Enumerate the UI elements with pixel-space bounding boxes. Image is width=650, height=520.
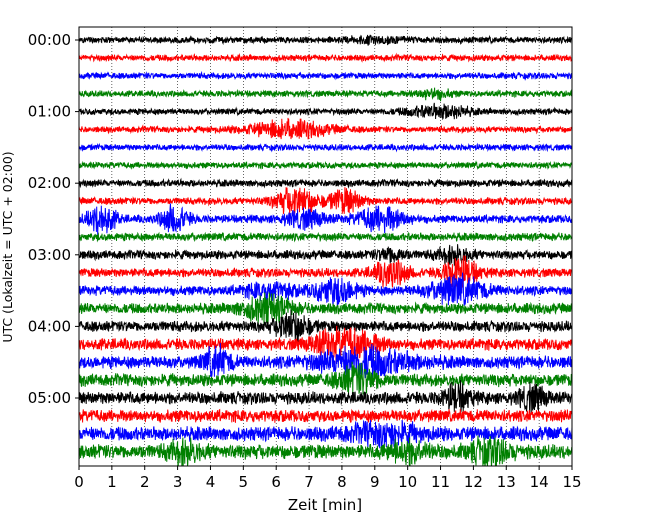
x-tick-label: 1 xyxy=(107,473,117,491)
x-tick-label: 15 xyxy=(562,473,581,491)
seismic-trace xyxy=(79,380,572,415)
seismic-trace xyxy=(79,244,572,267)
seismic-trace xyxy=(79,87,572,102)
x-axis-ticks: 0 1 2 3 4 5 6 7 8 9 10 11 12 13 14 15 xyxy=(74,466,582,491)
x-tick-label: 4 xyxy=(206,473,216,491)
vertical-grid xyxy=(111,27,540,466)
x-tick-label: 11 xyxy=(431,473,450,491)
seismic-trace xyxy=(79,291,572,326)
seismic-trace xyxy=(79,255,572,288)
x-tick-label: 0 xyxy=(74,473,84,491)
x-tick-label: 2 xyxy=(140,473,150,491)
y-tick-label: 02:00 xyxy=(28,174,71,192)
seismic-trace xyxy=(79,231,572,243)
x-tick-label: 6 xyxy=(271,473,281,491)
seismic-trace xyxy=(79,117,572,140)
seismic-trace xyxy=(79,187,572,217)
x-tick-label: 3 xyxy=(173,473,183,491)
seismic-trace xyxy=(79,142,572,153)
seismic-trace xyxy=(79,52,572,63)
y-tick-label: 05:00 xyxy=(28,389,71,407)
y-axis-label: UTC (Lokalzeit = UTC + 02:00) xyxy=(0,151,15,342)
x-tick-label: 10 xyxy=(398,473,417,491)
y-tick-label: 04:00 xyxy=(28,317,71,335)
x-axis-label: Zeit [min] xyxy=(288,496,362,514)
seismic-trace xyxy=(79,342,572,380)
y-axis-ticks: 00:00 01:00 02:00 03:00 04:00 05:00 xyxy=(28,31,79,407)
seismic-trace xyxy=(79,34,572,46)
seismic-trace xyxy=(79,361,572,396)
x-tick-label: 9 xyxy=(370,473,380,491)
y-tick-label: 03:00 xyxy=(28,246,71,264)
y-tick-label: 00:00 xyxy=(28,31,71,49)
x-tick-label: 5 xyxy=(239,473,249,491)
x-tick-label: 12 xyxy=(464,473,483,491)
x-tick-label: 7 xyxy=(304,473,314,491)
y-tick-label: 01:00 xyxy=(28,103,71,121)
seismic-trace xyxy=(79,419,572,450)
seismic-trace xyxy=(79,310,572,345)
seismic-trace xyxy=(79,325,572,364)
seismic-trace xyxy=(79,435,572,466)
seismic-trace xyxy=(79,408,572,424)
seismic-trace xyxy=(79,272,572,308)
seismic-trace xyxy=(79,102,572,121)
seismic-trace xyxy=(79,160,572,171)
x-tick-label: 14 xyxy=(530,473,549,491)
seismic-trace xyxy=(79,177,572,189)
x-tick-label: 13 xyxy=(497,473,516,491)
x-tick-label: 8 xyxy=(337,473,347,491)
seismic-trace xyxy=(79,203,572,236)
seismic-trace xyxy=(79,70,572,81)
trace-group xyxy=(79,34,572,466)
plot-frame xyxy=(78,26,573,467)
